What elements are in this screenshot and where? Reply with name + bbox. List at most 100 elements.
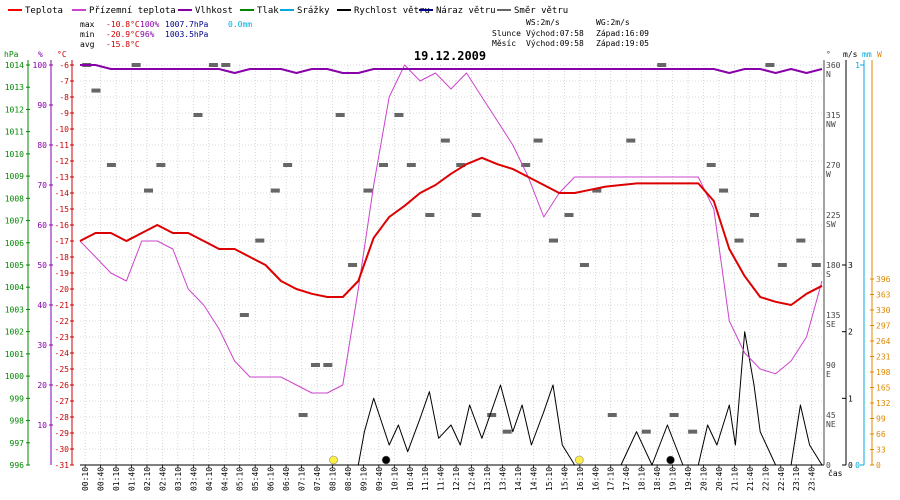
- unit-time: čas: [828, 468, 843, 478]
- temperature-axis-label: -7: [59, 77, 69, 86]
- wind-direction-mark: [607, 413, 617, 417]
- wind-direction-mark: [378, 163, 388, 167]
- wind-axis-label: 0: [848, 461, 853, 470]
- wind-direction-mark: [734, 238, 744, 243]
- sun-rise: Východ:07:58: [526, 29, 584, 38]
- sun-label: Slunce: [492, 29, 521, 38]
- wind-direction-mark: [487, 413, 497, 417]
- solar-axis-label: 0: [876, 461, 881, 470]
- temperature-axis-label: -26: [55, 381, 70, 390]
- x-tick-label: 16:40: [591, 467, 600, 491]
- temperature-axis-label: -25: [55, 365, 70, 374]
- x-tick-label: 11:40: [437, 467, 446, 491]
- wind-direction-mark: [363, 188, 373, 193]
- pressure-axis-label: 1007: [5, 217, 24, 226]
- pressure-axis-label: 999: [10, 394, 25, 403]
- temperature-axis-label: -13: [55, 173, 70, 182]
- temperature-axis-label: -30: [55, 445, 70, 454]
- x-tick-label: 23:40: [808, 467, 817, 491]
- temperature-axis-label: -23: [55, 333, 70, 342]
- stat-max-label: max: [80, 20, 95, 29]
- moonset-marker: [666, 455, 675, 465]
- humidity-axis-label: 30: [37, 341, 47, 350]
- x-tick-label: 12:10: [452, 467, 461, 491]
- legend-label: Vlhkost: [195, 6, 233, 16]
- x-tick-label: 18:10: [638, 467, 647, 491]
- direction-axis-compass: W: [826, 170, 831, 179]
- wind-direction-mark: [564, 213, 574, 217]
- pressure-axis-label: 1010: [5, 150, 24, 159]
- x-tick-label: 07:40: [313, 467, 322, 491]
- pressure-axis-label: 1014: [5, 61, 24, 70]
- wind-direction-mark: [131, 63, 141, 67]
- wind-direction-mark: [255, 238, 265, 243]
- humidity-axis-label: 70: [37, 181, 47, 190]
- pressure-axis-label: 998: [10, 417, 25, 426]
- pressure-axis-label: 996: [10, 461, 25, 470]
- wind-direction-mark: [106, 163, 116, 167]
- temperature-axis-label: -27: [55, 397, 70, 406]
- x-tick-label: 01:10: [112, 467, 121, 491]
- x-tick-label: 14:40: [529, 467, 538, 491]
- temperature-axis-label: -9: [59, 109, 69, 118]
- humidity-axis-label: 10: [37, 421, 47, 430]
- direction-axis-label: 45: [826, 411, 836, 420]
- chart-date: 19.12.2009: [414, 49, 486, 63]
- solar-axis-label: 198: [876, 368, 891, 377]
- stat-wg: WG:2m/s: [596, 18, 630, 27]
- moon-rise: Východ:09:58: [526, 39, 584, 48]
- direction-axis-label: 135: [826, 311, 841, 320]
- wind-direction-mark: [270, 188, 280, 193]
- humidity-axis-label: 90: [37, 101, 47, 110]
- x-axis-ticks: 00:10 00:40 01:10 01:40 02:10 02:40 03:10 03:40…: [81, 465, 817, 491]
- solar-axis-label: 132: [876, 399, 891, 408]
- x-tick-label: 14:10: [514, 467, 523, 491]
- humidity-axis-label: 60: [37, 221, 47, 230]
- stat-avg-label: avg: [80, 40, 95, 49]
- wind-direction-mark: [521, 163, 531, 167]
- x-tick-label: 11:10: [421, 467, 430, 491]
- wind-direction-mark: [425, 213, 435, 217]
- x-tick-label: 19:40: [684, 467, 693, 491]
- stat-max-press: 1007.7hPa: [165, 20, 209, 29]
- wind-direction-mark: [394, 113, 404, 117]
- pressure-axis-label: 1008: [5, 194, 24, 203]
- stat-min-temp: -20.9°C: [106, 30, 140, 39]
- x-tick-label: 04:40: [220, 467, 229, 491]
- unit-degc: °C: [57, 50, 67, 59]
- series-temperature: [79, 156, 823, 306]
- wind-direction-mark: [193, 113, 203, 117]
- pressure-axis-label: 1004: [5, 283, 24, 292]
- wind-direction-mark: [208, 63, 218, 67]
- x-tick-label: 05:40: [251, 467, 260, 491]
- wind-direction-mark: [348, 263, 358, 267]
- legend-label: Přízemní teplota: [89, 6, 176, 16]
- x-tick-label: 10:10: [390, 467, 399, 491]
- wind-direction-mark: [406, 163, 416, 167]
- pressure-axis-label: 1005: [5, 261, 24, 270]
- solar-axis-label: 33: [876, 446, 886, 455]
- x-tick-label: 10:40: [406, 467, 415, 491]
- unit-w: W: [877, 50, 882, 59]
- wind-direction-mark: [156, 163, 166, 167]
- x-tick-label: 21:10: [730, 467, 739, 491]
- unit-ms: m/s: [843, 50, 858, 59]
- temperature-axis-label: -16: [55, 221, 70, 230]
- wind-direction-mark: [310, 363, 320, 367]
- axis-units: hPa % °C ° m/s mm W čas: [4, 50, 882, 478]
- pressure-axis-label: 1013: [5, 83, 24, 92]
- humidity-axis-label: 50: [37, 261, 47, 270]
- x-tick-label: 06:40: [282, 467, 291, 491]
- solar-axis-label: 264: [876, 337, 891, 346]
- x-tick-label: 01:40: [128, 467, 137, 491]
- x-tick-label: 12:40: [468, 467, 477, 491]
- x-tick-label: 04:10: [205, 467, 214, 491]
- wind-direction-mark: [626, 138, 636, 143]
- unit-mm: mm: [862, 50, 872, 59]
- stat-max-hum: 100%: [140, 20, 159, 29]
- x-tick-label: 20:10: [699, 467, 708, 491]
- stat-rain: 0.0mm: [228, 20, 252, 29]
- wind-direction-mark: [706, 163, 716, 167]
- wind-direction-mark: [796, 238, 806, 243]
- wind-direction-mark: [221, 63, 231, 67]
